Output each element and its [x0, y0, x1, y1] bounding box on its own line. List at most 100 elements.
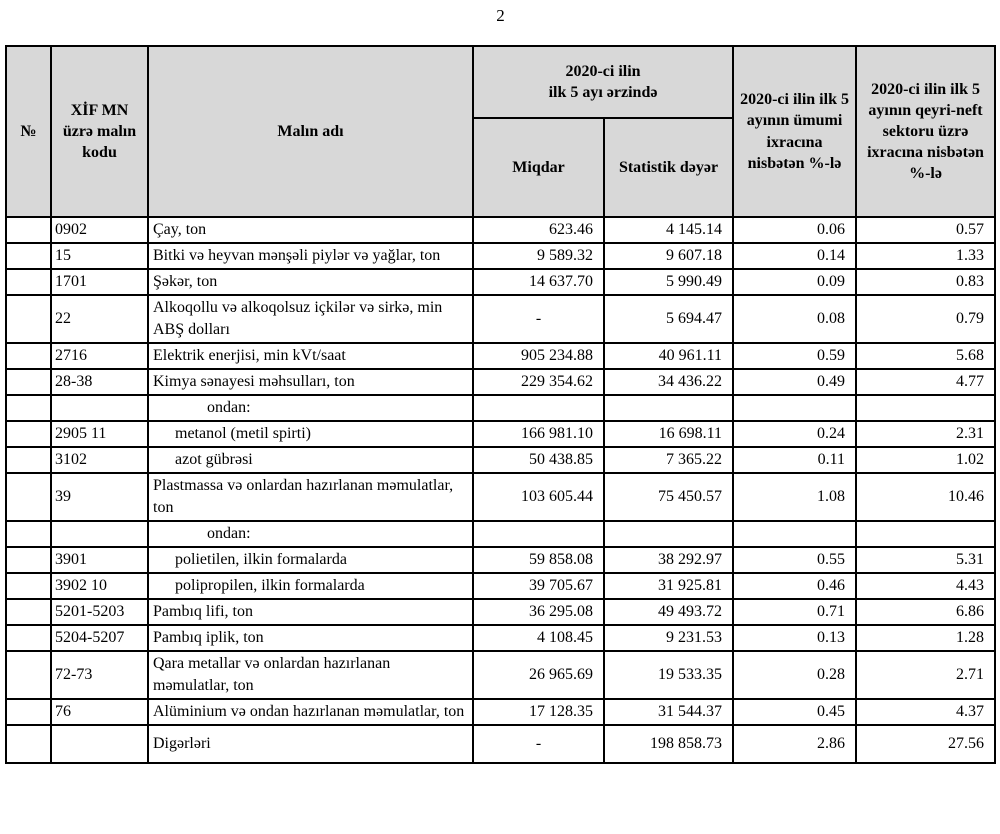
cell-no [5, 420, 52, 448]
cell-qty: 26 965.69 [472, 650, 605, 700]
header-row-sub: Miqdar Statistik dəyər [6, 117, 995, 218]
cell-no [5, 472, 52, 522]
cell-name: metanol (metil spirti) [147, 420, 474, 448]
cell-qty [472, 394, 605, 422]
cell-pct-total: 2.86 [732, 724, 858, 764]
cell-code: 5201-5203 [50, 598, 149, 626]
cell-pct-total: 0.13 [732, 624, 858, 652]
cell-qty: 229 354.62 [472, 368, 605, 396]
cell-qty: - [472, 724, 605, 764]
cell-stat: 7 365.22 [602, 446, 735, 474]
cell-stat: 31 544.37 [602, 698, 735, 726]
cell-name: polipropilen, ilkin formalarda [147, 572, 474, 600]
cell-no [5, 268, 52, 296]
export-statistics-table: № XİF MN üzrə malın kodu Malın adı 2020-… [5, 45, 997, 764]
header-pct-nonoil: 2020-ci ilin ilk 5 ayının qeyri-neft sek… [855, 45, 997, 218]
cell-qty: 59 858.08 [472, 546, 605, 574]
cell-name: Bitki və heyvan mənşəli piylər və yağlar… [147, 242, 474, 270]
cell-stat: 19 533.35 [602, 650, 735, 700]
table-row: 2716 Elektrik enerjisi, min kVt/saat 905… [5, 342, 997, 370]
cell-no [5, 624, 52, 652]
cell-name: ondan: [147, 394, 474, 422]
cell-code: 72-73 [50, 650, 149, 700]
cell-pct-total: 0.59 [732, 342, 858, 370]
cell-code: 2905 11 [50, 420, 149, 448]
cell-name: Qara metallar və onlardan hazırlanan məm… [147, 650, 474, 700]
table-row: 76 Alüminium və ondan hazırlanan məmulat… [5, 698, 997, 726]
cell-pct-total [732, 520, 858, 548]
cell-qty [472, 520, 605, 548]
cell-stat: 40 961.11 [602, 342, 735, 370]
header-period-line2: ilk 5 ayı ərzində [548, 84, 658, 101]
cell-pct-total: 0.71 [732, 598, 858, 626]
cell-no [5, 242, 52, 270]
cell-qty: 166 981.10 [472, 420, 605, 448]
table-row: 3102 azot gübrəsi 50 438.85 7 365.22 0.1… [5, 446, 997, 474]
cell-no [5, 650, 52, 700]
cell-pct-nonoil: 0.83 [855, 268, 997, 296]
table-row: ondan: [5, 520, 997, 548]
cell-code: 39 [50, 472, 149, 522]
cell-no [5, 368, 52, 396]
cell-pct-total: 0.49 [732, 368, 858, 396]
table-row: 72-73 Qara metallar və onlardan hazırlan… [5, 650, 997, 700]
table-row: 1701 Şəkər, ton 14 637.70 5 990.49 0.09 … [5, 268, 997, 296]
cell-stat: 75 450.57 [602, 472, 735, 522]
cell-no [5, 546, 52, 574]
cell-code: 76 [50, 698, 149, 726]
cell-code: 0902 [50, 216, 149, 244]
cell-qty: 39 705.67 [472, 572, 605, 600]
cell-name: Pambıq iplik, ton [147, 624, 474, 652]
cell-qty: 103 605.44 [472, 472, 605, 522]
cell-stat [602, 520, 735, 548]
cell-pct-total: 0.06 [732, 216, 858, 244]
cell-code: 15 [50, 242, 149, 270]
cell-qty: 50 438.85 [472, 446, 605, 474]
cell-code: 22 [50, 294, 149, 344]
page-number: 2 [496, 6, 505, 25]
cell-pct-nonoil: 5.68 [855, 342, 997, 370]
header-name: Malın adı [147, 45, 474, 218]
cell-stat: 198 858.73 [602, 724, 735, 764]
cell-no [5, 698, 52, 726]
cell-stat: 4 145.14 [602, 216, 735, 244]
cell-pct-nonoil: 1.28 [855, 624, 997, 652]
cell-pct-nonoil [855, 394, 997, 422]
cell-name: Kimya sənayesi məhsulları, ton [147, 368, 474, 396]
cell-stat: 49 493.72 [602, 598, 735, 626]
cell-no [5, 394, 52, 422]
cell-qty: 36 295.08 [472, 598, 605, 626]
cell-qty: 4 108.45 [472, 624, 605, 652]
table-row: 3902 10 polipropilen, ilkin formalarda 3… [5, 572, 997, 600]
cell-pct-total: 1.08 [732, 472, 858, 522]
cell-pct-total [732, 394, 858, 422]
cell-code: 3902 10 [50, 572, 149, 600]
cell-pct-nonoil: 4.43 [855, 572, 997, 600]
cell-no [5, 294, 52, 344]
table-header: № XİF MN üzrə malın kodu Malın adı 2020-… [5, 45, 997, 218]
cell-pct-nonoil: 0.57 [855, 216, 997, 244]
header-qty: Miqdar [472, 117, 605, 218]
table-row: 22 Alkoqollu və alkoqolsuz içkilər və si… [5, 294, 997, 344]
cell-code: 3901 [50, 546, 149, 574]
cell-stat: 38 292.97 [602, 546, 735, 574]
cell-name: Çay, ton [147, 216, 474, 244]
cell-qty: 17 128.35 [472, 698, 605, 726]
cell-pct-total: 0.28 [732, 650, 858, 700]
cell-no [5, 342, 52, 370]
header-stat: Statistik dəyər [602, 117, 735, 218]
cell-no [5, 520, 52, 548]
cell-stat: 31 925.81 [602, 572, 735, 600]
cell-name: azot gübrəsi [147, 446, 474, 474]
cell-code: 5204-5207 [50, 624, 149, 652]
cell-no [5, 598, 52, 626]
cell-no [5, 446, 52, 474]
table-body: 0902 Çay, ton 623.46 4 145.14 0.06 0.57 … [5, 216, 997, 764]
cell-pct-total: 0.09 [732, 268, 858, 296]
cell-code [50, 520, 149, 548]
cell-code [50, 394, 149, 422]
cell-pct-nonoil: 0.79 [855, 294, 997, 344]
cell-name: Elektrik enerjisi, min kVt/saat [147, 342, 474, 370]
cell-pct-nonoil: 4.77 [855, 368, 997, 396]
cell-qty: 623.46 [472, 216, 605, 244]
